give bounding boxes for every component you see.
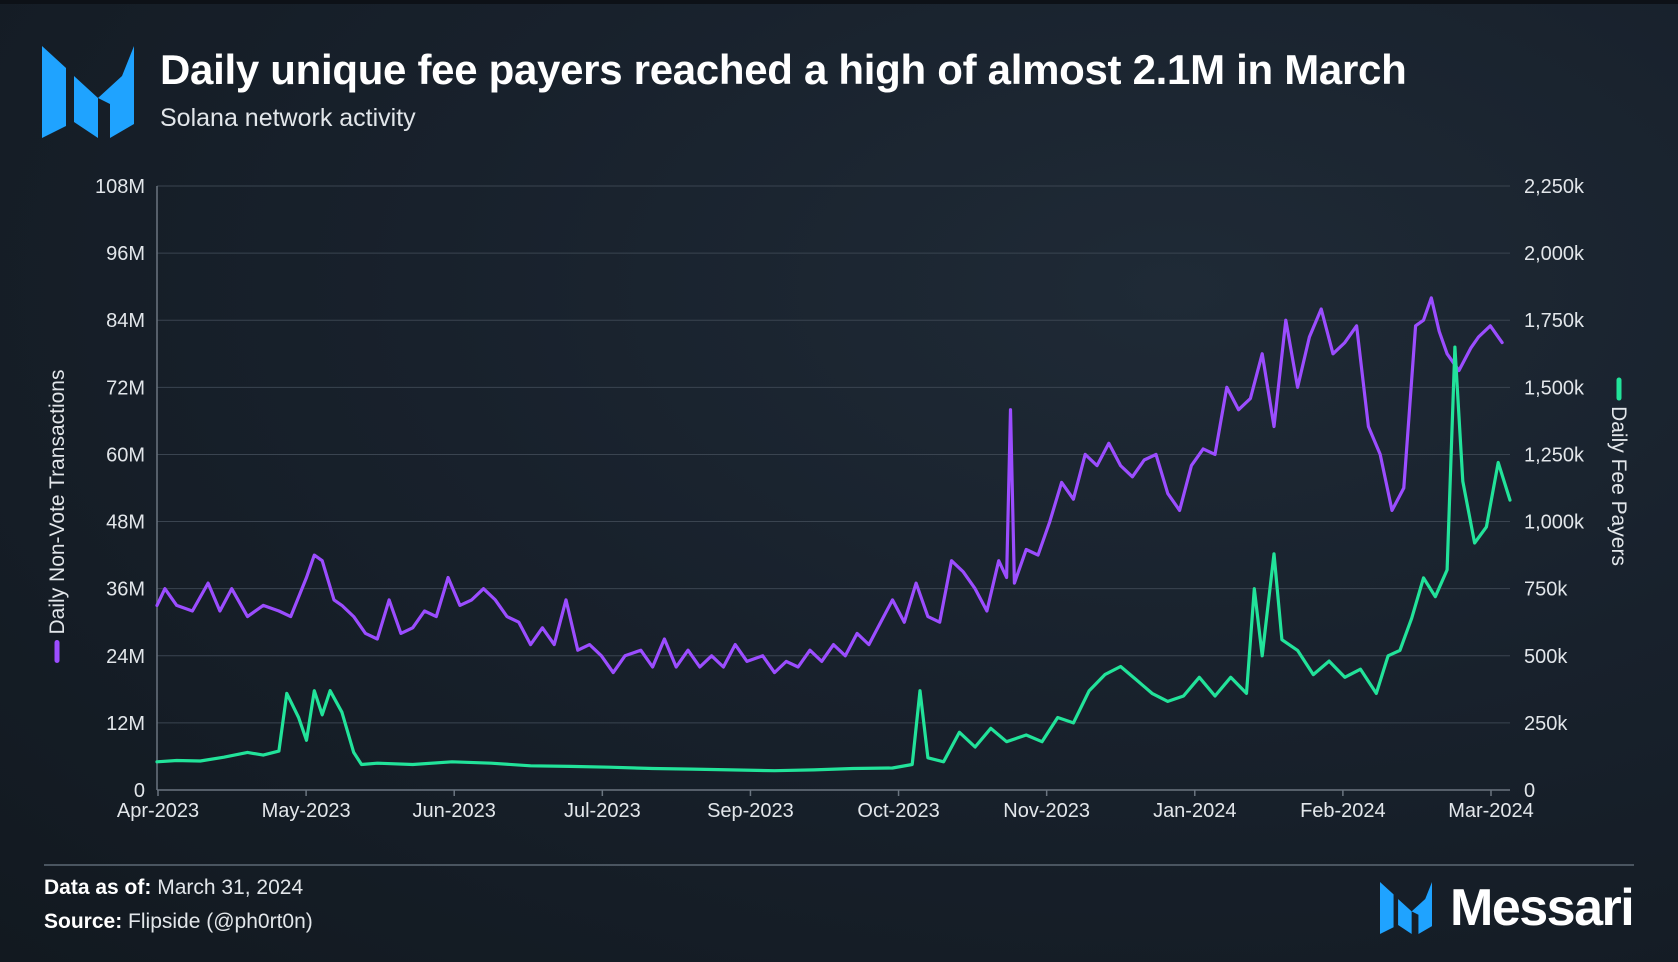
axes xyxy=(156,186,1510,796)
y-right-tick-label: 1,500k xyxy=(1524,377,1585,399)
x-tick-label: May-2023 xyxy=(262,800,351,822)
source: Source: Flipside (@ph0rt0n) xyxy=(44,910,313,934)
x-tick-label: Mar-2024 xyxy=(1448,800,1534,822)
footer-divider xyxy=(44,864,1634,866)
y-right-axis-title: Daily Fee Payers xyxy=(1607,377,1630,566)
top-edge xyxy=(0,0,1678,4)
x-tick-label: Apr-2023 xyxy=(117,800,199,822)
x-tick-label: Oct-2023 xyxy=(857,800,939,822)
messari-brand-icon xyxy=(1380,882,1432,934)
y-right-tick-label: 0 xyxy=(1524,780,1535,802)
y-right-axis-label: Daily Fee Payers xyxy=(1607,406,1630,566)
x-tick-label: Jun-2023 xyxy=(413,800,496,822)
y-right-tick-label: 250k xyxy=(1524,713,1568,735)
page-subtitle: Solana network activity xyxy=(160,104,416,132)
y-left-tick-label: 60M xyxy=(106,444,145,466)
y-left-axis-title: Daily Non-Vote Transactions xyxy=(46,370,69,663)
y-left-tick-label: 24M xyxy=(106,646,145,668)
series-line-non-vote-transactions xyxy=(155,296,1504,675)
data-as-of-label: Data as of: xyxy=(44,876,152,899)
y-right-tick-label: 500k xyxy=(1524,646,1568,668)
series-lines xyxy=(155,296,1512,773)
y-left-tick-label: 48M xyxy=(106,512,145,534)
source-label: Source: xyxy=(44,910,123,933)
x-tick-label: Jan-2024 xyxy=(1153,800,1236,822)
data-as-of-value: March 31, 2024 xyxy=(157,876,304,899)
x-tick-label: Feb-2024 xyxy=(1300,800,1386,822)
x-tick-label: Sep-2023 xyxy=(707,800,794,822)
brand-name: Messari xyxy=(1450,879,1635,937)
y-left-tick-label: 84M xyxy=(106,310,145,332)
y-right-tick-label: 1,750k xyxy=(1524,310,1585,332)
source-value: Flipside (@ph0rt0n) xyxy=(128,910,313,933)
line-chart: 0 0 12M 250k 24M 500k 36M 750k 48M 1,000k 60M 1,250… xyxy=(46,176,1630,822)
page-title: Daily unique fee payers reached a high o… xyxy=(160,46,1407,93)
messari-logo-icon xyxy=(42,46,134,138)
y-left-tick-label: 96M xyxy=(106,243,145,265)
x-tick-label: Jul-2023 xyxy=(564,800,641,822)
data-as-of: Data as of: March 31, 2024 xyxy=(44,876,303,900)
y-left-tick-label: 12M xyxy=(106,713,145,735)
y-right-tick-label: 1,250k xyxy=(1524,444,1585,466)
y-right-tick-label: 2,000k xyxy=(1524,243,1585,265)
y-left-tick-label: 0 xyxy=(134,780,145,802)
axis-labels: 0 0 12M 250k 24M 500k 36M 750k 48M 1,000k 60M 1,250… xyxy=(46,176,1630,822)
y-left-tick-label: 108M xyxy=(95,176,145,198)
y-right-tick-label: 750k xyxy=(1524,579,1568,601)
y-left-tick-label: 36M xyxy=(106,579,145,601)
y-left-axis-label: Daily Non-Vote Transactions xyxy=(46,370,69,635)
series-line-fee-payers xyxy=(155,345,1512,773)
x-tick-label: Nov-2023 xyxy=(1003,800,1090,822)
y-left-tick-label: 72M xyxy=(106,377,145,399)
gridlines xyxy=(157,185,1510,724)
y-right-tick-label: 2,250k xyxy=(1524,176,1585,198)
y-right-tick-label: 1,000k xyxy=(1524,512,1585,534)
